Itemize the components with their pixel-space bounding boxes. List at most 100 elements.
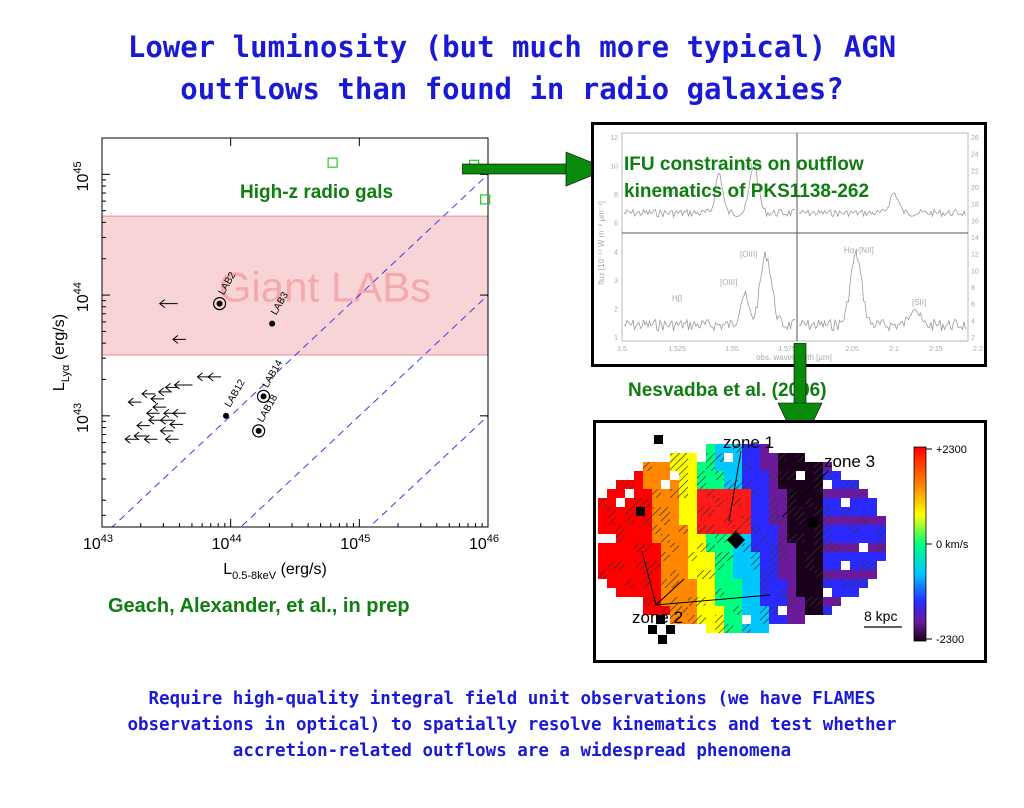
spec-y-tick-left: 3 (614, 278, 618, 285)
velocity-pixel (715, 462, 724, 471)
velocity-pixel (679, 552, 688, 561)
velocity-pixel (679, 498, 688, 507)
velocity-pixel (751, 480, 760, 489)
velocity-pixel (751, 507, 760, 516)
hatched-pixel (634, 543, 643, 552)
velocity-pixel (805, 489, 814, 498)
footer-line-3: accretion-related outflows are a widespr… (232, 741, 792, 761)
velocity-pixel (616, 588, 625, 597)
hatched-pixel (625, 516, 634, 525)
hatched-pixel (643, 561, 652, 570)
velocity-pixel (787, 561, 796, 570)
velocity-pixel (706, 624, 715, 633)
giant-labs-band (102, 216, 488, 355)
velocity-pixel (742, 588, 751, 597)
velocity-pixel (760, 624, 769, 633)
hatched-pixel (823, 507, 832, 516)
velocity-pixel (841, 534, 850, 543)
velocity-pixel (751, 579, 760, 588)
spectrum-bottom-right (798, 250, 966, 332)
hatched-pixel (751, 543, 760, 552)
velocity-pixel (598, 516, 607, 525)
velocity-pixel (841, 552, 850, 561)
velocity-pixel (625, 588, 634, 597)
upper-limit-arrow (127, 397, 142, 407)
hatched-pixel (769, 552, 778, 561)
velocity-pixel (841, 516, 850, 525)
velocity-pixel (607, 489, 616, 498)
velocity-pixel (598, 552, 607, 561)
x-axis-label: L0.5-8keV (erg/s) (223, 561, 327, 582)
hatched-pixel (643, 543, 652, 552)
velocity-pixel (607, 570, 616, 579)
spec-y-tick-right: 2 (971, 335, 975, 342)
velocity-pixel (751, 624, 760, 633)
velocity-pixel (742, 498, 751, 507)
spec-y-tick-left: 6 (614, 221, 618, 228)
hatched-pixel (823, 525, 832, 534)
velocity-pixel (598, 561, 607, 570)
hatched-pixel (706, 525, 715, 534)
velocity-pixel (724, 462, 733, 471)
velocity-pixel (859, 498, 868, 507)
velocity-pixel (832, 534, 841, 543)
zone-2-pointer-inner (655, 578, 685, 606)
velocity-pixel (832, 579, 841, 588)
upper-limit-arrow (164, 382, 179, 392)
velocity-pixel (832, 471, 841, 480)
velocity-pixel (616, 570, 625, 579)
hatched-pixel (634, 561, 643, 570)
spec-y-tick-left: 2 (614, 306, 618, 313)
velocity-pixel (823, 561, 832, 570)
velocity-pixel (742, 597, 751, 606)
velocity-pixel (634, 471, 643, 480)
velocity-pixel (697, 561, 706, 570)
hatched-pixel (778, 552, 787, 561)
hatched-pixel (841, 507, 850, 516)
hatched-pixel (679, 462, 688, 471)
velocity-pixel (670, 480, 679, 489)
hatched-pixel (652, 489, 661, 498)
hatched-pixel (697, 543, 706, 552)
hatched-pixel (724, 624, 733, 633)
velocity-pixel (607, 498, 616, 507)
velocity-pixel (679, 534, 688, 543)
velocity-pixel (742, 561, 751, 570)
hatched-pixel (679, 480, 688, 489)
spec-line-label: [OIII] (740, 250, 757, 259)
lab-ring (212, 297, 227, 311)
hatched-pixel (697, 525, 706, 534)
hatched-pixel (652, 525, 661, 534)
velocity-pixel (616, 543, 625, 552)
velocity-pixel (796, 462, 805, 471)
upper-limit-arrow (136, 421, 150, 430)
velocity-pixel (778, 579, 787, 588)
hatched-pixel (859, 561, 868, 570)
velocity-pixel (796, 588, 805, 597)
velocity-pixel (607, 543, 616, 552)
radio-galaxy-marker (480, 194, 491, 205)
hatched-pixel (778, 543, 787, 552)
velocity-pixel (832, 525, 841, 534)
velocity-pixel (652, 534, 661, 543)
velocity-pixel (778, 597, 787, 606)
velocity-pixel (724, 489, 733, 498)
velocity-pixel (859, 552, 868, 561)
hatched-pixel (616, 525, 625, 534)
velocity-pixel (634, 534, 643, 543)
velocity-pixel (859, 507, 868, 516)
velocity-pixel (643, 471, 652, 480)
velocity-pixel (742, 552, 751, 561)
footer-line-1: Require high-quality integral field unit… (148, 689, 876, 709)
outlier-pixel (648, 625, 657, 634)
velocity-pixel (769, 588, 778, 597)
spectrum-bottom-left (623, 251, 796, 332)
lab-label: LAB14 (261, 358, 286, 390)
velocity-pixel (742, 579, 751, 588)
velocity-pixel (688, 534, 697, 543)
velocity-pixel (724, 579, 733, 588)
velocity-pixel (796, 606, 805, 615)
hatched-pixel (796, 453, 805, 462)
velocity-pixel (805, 579, 814, 588)
hatched-pixel (733, 498, 742, 507)
